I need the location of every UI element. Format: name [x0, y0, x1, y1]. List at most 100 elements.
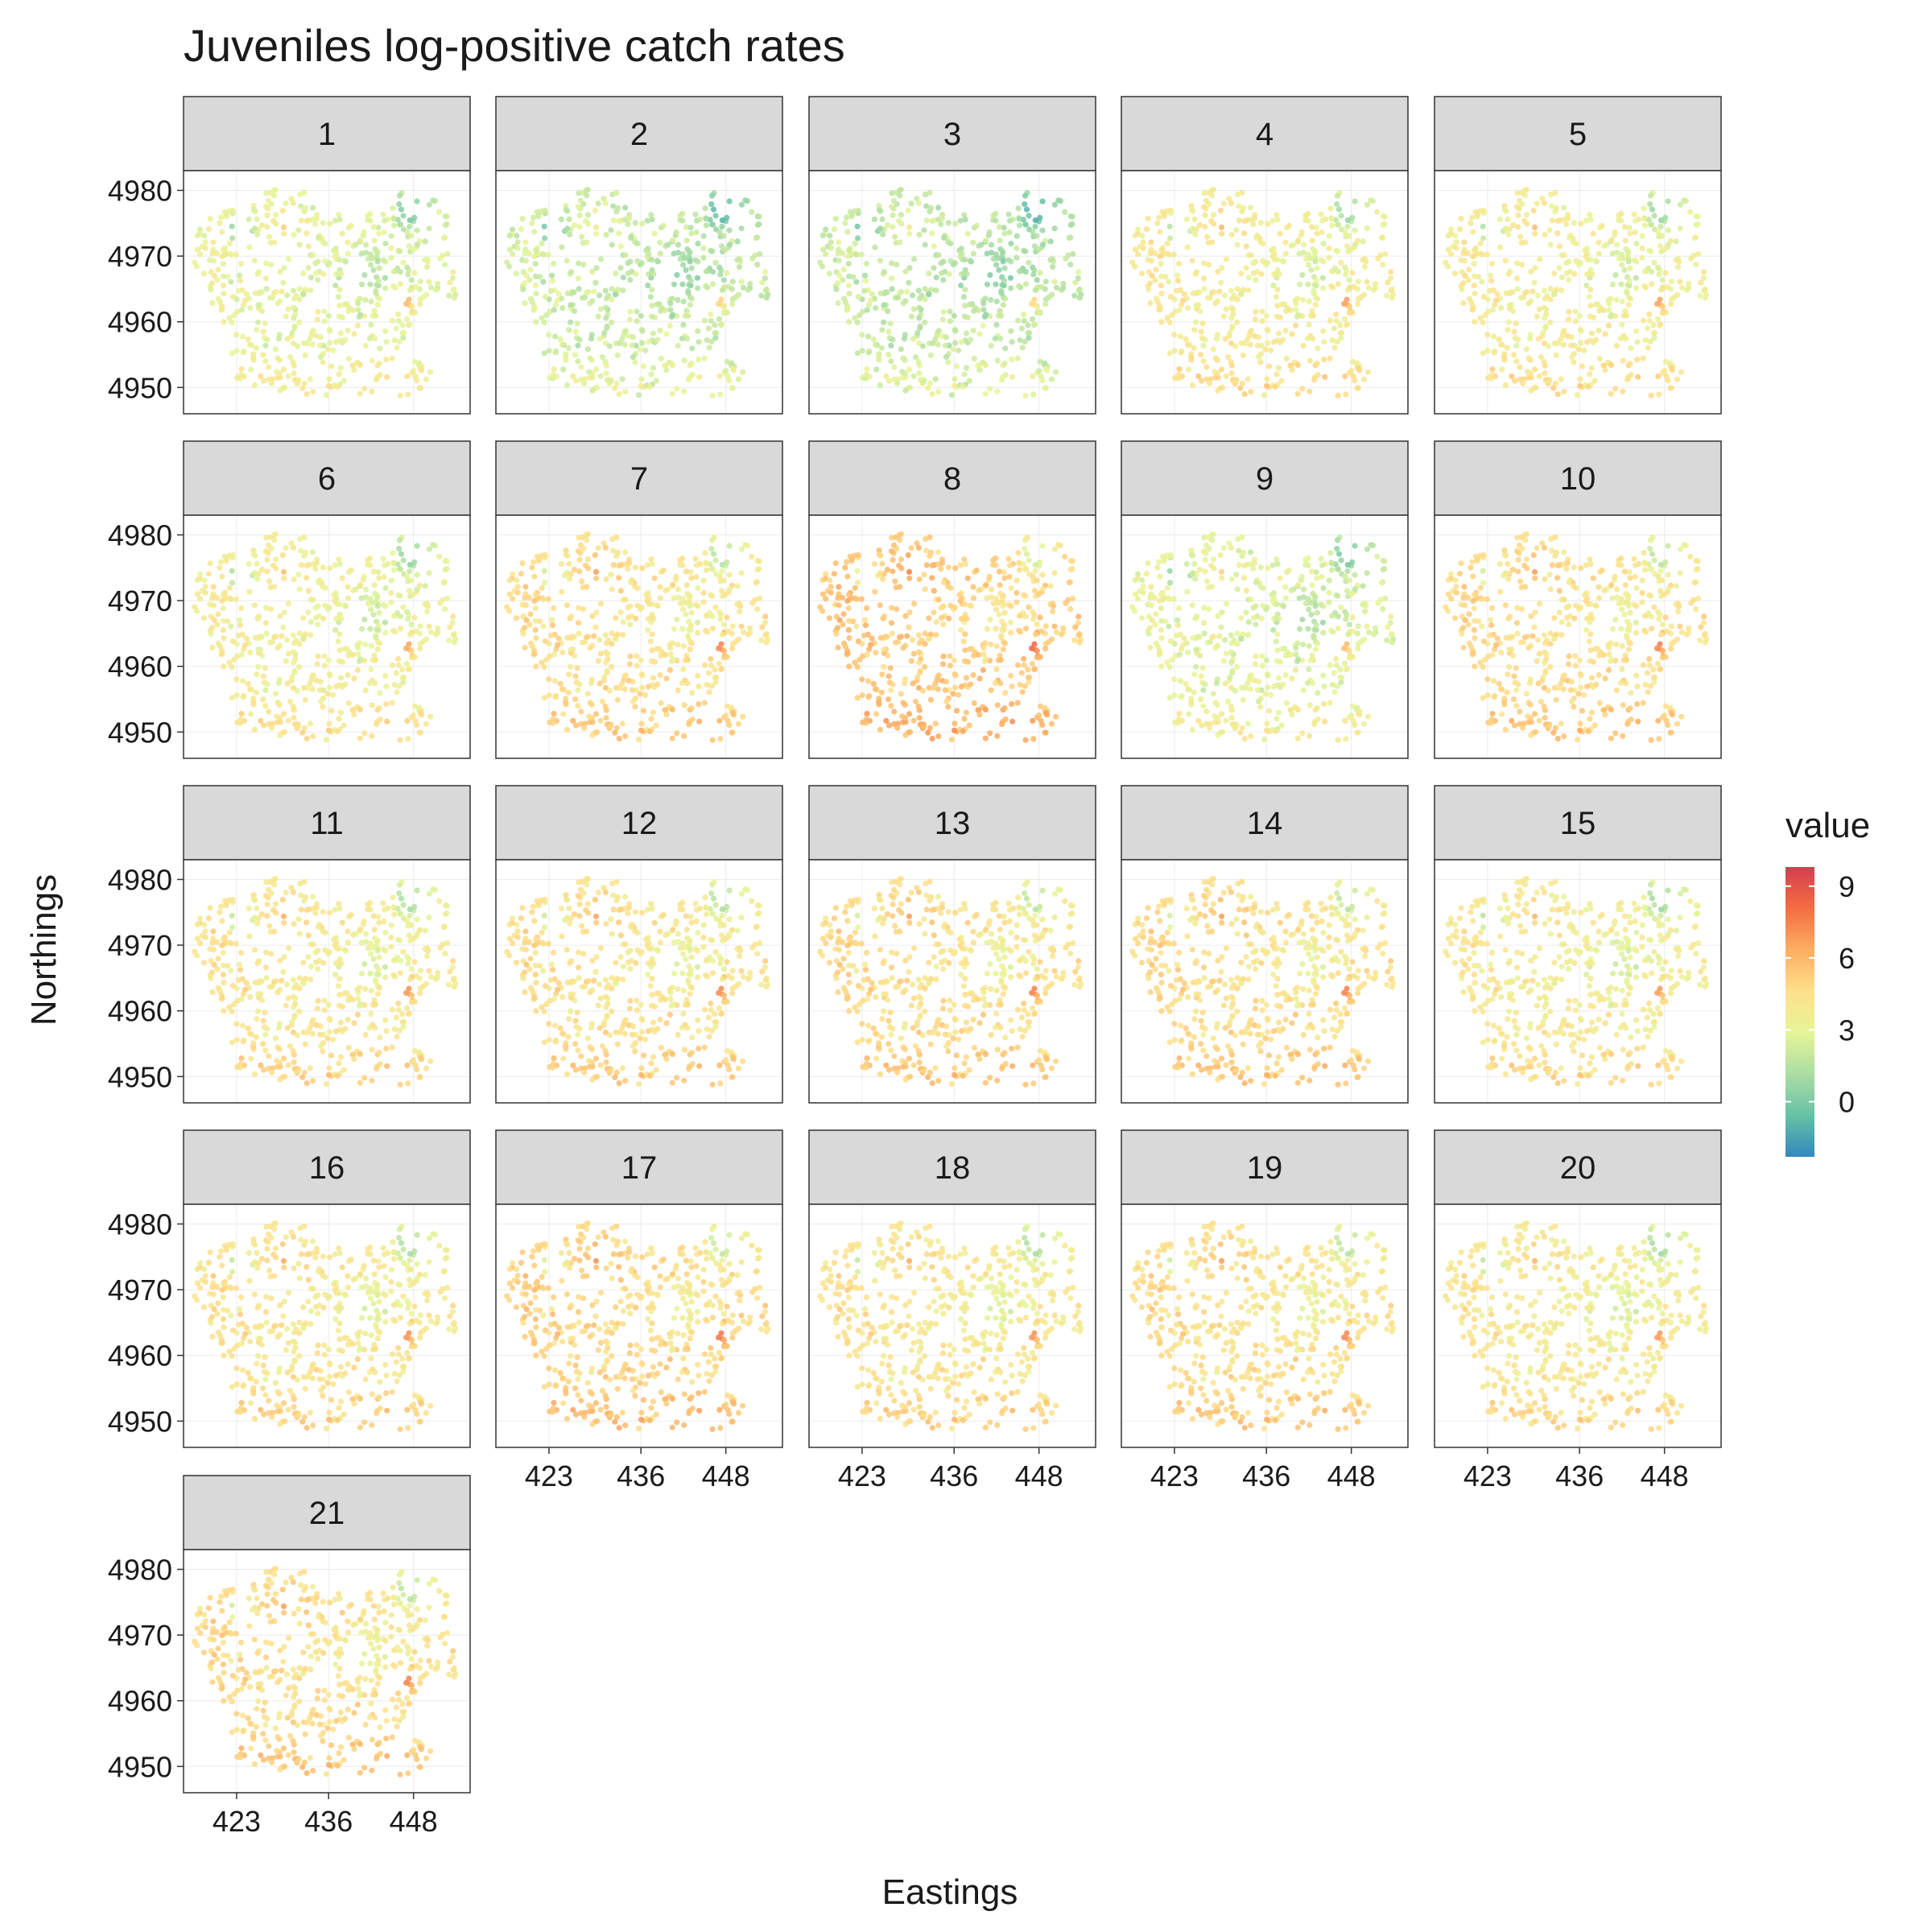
data-point [614, 696, 621, 703]
data-point [916, 370, 923, 377]
data-point [283, 658, 289, 664]
data-point [951, 312, 957, 319]
data-point [881, 613, 888, 620]
data-point [619, 376, 625, 382]
data-point [720, 310, 727, 316]
data-point [332, 217, 338, 224]
data-point [280, 568, 287, 576]
data-point [1532, 265, 1538, 271]
data-point [547, 287, 555, 295]
data-point [681, 357, 687, 364]
data-point [663, 675, 670, 682]
data-point [649, 561, 655, 568]
data-point [1294, 295, 1301, 302]
data-point [345, 239, 351, 246]
data-point [382, 285, 389, 291]
data-point [1312, 258, 1319, 265]
data-point [1166, 251, 1172, 258]
data-point [221, 635, 227, 642]
data-point [1563, 270, 1571, 276]
data-point [446, 292, 452, 299]
data-point [644, 217, 650, 224]
data-point [865, 349, 872, 356]
data-point [403, 660, 411, 667]
data-point [245, 680, 251, 687]
data-point [1015, 205, 1022, 212]
data-point [1200, 687, 1207, 693]
data-point [208, 286, 214, 292]
data-point [959, 595, 965, 601]
data-point [1314, 265, 1320, 271]
data-point [1023, 551, 1030, 557]
data-point [1675, 256, 1682, 262]
data-point [285, 256, 292, 262]
data-point [1488, 260, 1496, 267]
data-point [332, 627, 339, 634]
data-point [603, 576, 609, 583]
data-point [855, 235, 861, 242]
data-point [1471, 283, 1477, 289]
data-point [375, 278, 382, 284]
data-point [426, 201, 433, 208]
data-point [299, 636, 306, 642]
data-point [1218, 624, 1224, 630]
data-point [1571, 220, 1577, 226]
data-point [1608, 237, 1615, 244]
data-point [584, 192, 590, 199]
data-point [1326, 577, 1332, 584]
data-point [681, 702, 687, 708]
data-point [357, 295, 363, 302]
data-point [339, 575, 345, 581]
data-point [625, 559, 633, 567]
data-point [993, 642, 1000, 650]
data-point [423, 720, 430, 727]
data-point [302, 696, 308, 703]
data-point [1000, 603, 1006, 609]
data-point [1032, 287, 1038, 293]
data-point [1274, 371, 1280, 378]
data-point [296, 630, 303, 637]
data-point [878, 345, 885, 351]
data-point [1212, 645, 1219, 651]
data-point [763, 286, 770, 293]
data-point [539, 552, 545, 559]
data-point [1677, 225, 1683, 232]
data-point [729, 709, 736, 716]
data-point [702, 205, 708, 212]
data-point [287, 698, 294, 705]
data-point [1032, 562, 1038, 568]
data-point [565, 345, 572, 351]
data-point [956, 691, 962, 698]
data-point [908, 545, 914, 551]
data-point [720, 277, 727, 283]
data-point [888, 620, 895, 626]
data-point [902, 387, 909, 394]
data-point [961, 716, 968, 722]
data-point [595, 313, 601, 320]
data-point [510, 226, 516, 233]
data-point [337, 675, 344, 681]
data-point [1274, 212, 1280, 218]
data-point [309, 686, 316, 692]
data-point [1228, 287, 1234, 294]
data-point [638, 727, 645, 733]
data-point [376, 705, 382, 712]
data-point [1650, 322, 1657, 328]
data-point [552, 349, 559, 356]
data-point [712, 213, 719, 219]
data-point [576, 260, 582, 266]
data-point [1022, 221, 1029, 228]
data-point [1453, 239, 1459, 246]
data-point [720, 577, 727, 584]
data-point [417, 301, 423, 308]
data-point [997, 680, 1004, 687]
data-point [877, 634, 884, 641]
data-point [719, 217, 725, 224]
data-point [709, 737, 716, 743]
data-point [881, 319, 887, 325]
data-point [215, 611, 221, 617]
data-point [1320, 672, 1327, 679]
data-point [446, 637, 452, 643]
data-point [1319, 275, 1326, 281]
data-point [265, 542, 272, 548]
